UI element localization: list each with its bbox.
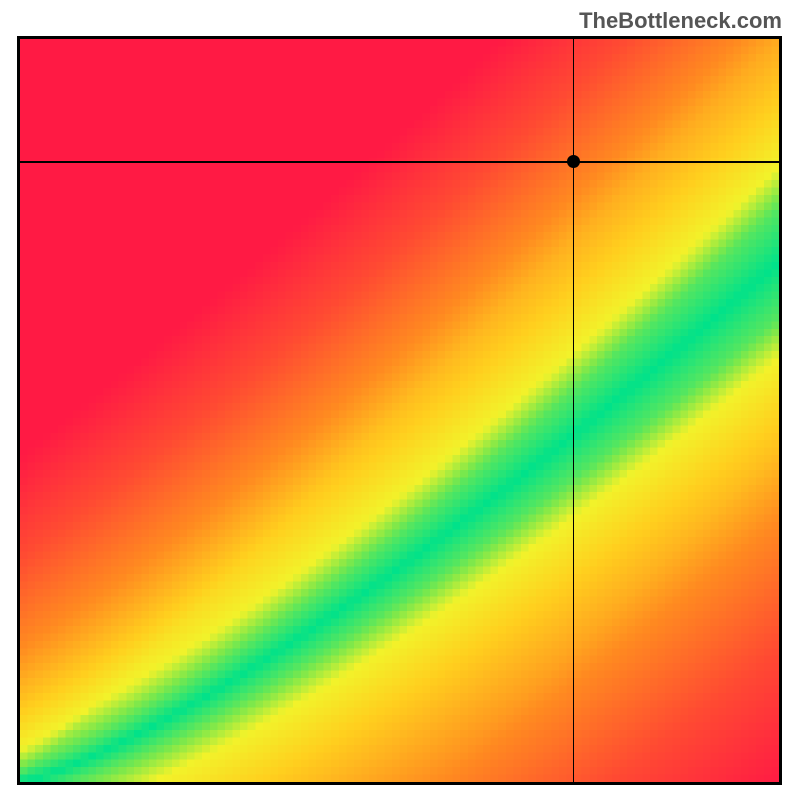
crosshair-horizontal: [20, 161, 779, 163]
crosshair-vertical: [573, 39, 575, 782]
plot-frame: [17, 36, 782, 785]
watermark: TheBottleneck.com: [579, 8, 782, 34]
